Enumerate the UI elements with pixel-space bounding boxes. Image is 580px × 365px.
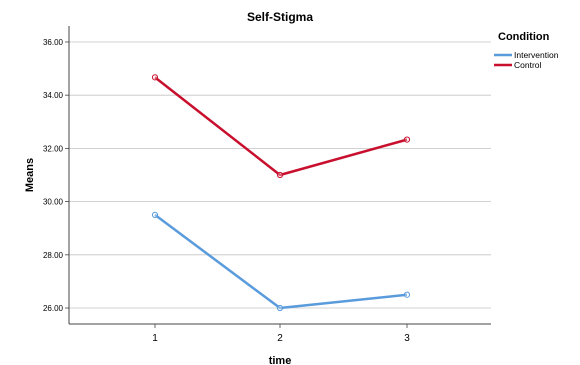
- data-point: [151, 211, 159, 219]
- y-tick-label: 30.00: [43, 198, 64, 207]
- y-tick-label: 28.00: [43, 251, 64, 260]
- x-tick-label: 1: [152, 333, 158, 344]
- y-tick-label: 36.00: [43, 38, 64, 47]
- series-lines: [151, 74, 411, 312]
- data-point: [276, 171, 284, 179]
- x-axis-ticks: 1 2 3: [152, 324, 410, 344]
- series-line-intervention: [154, 213, 408, 310]
- y-tick-label: 26.00: [43, 304, 64, 313]
- data-point: [276, 304, 284, 312]
- y-tick-label: 34.00: [43, 91, 64, 100]
- x-tick-label: 2: [277, 333, 283, 344]
- series-line-control: [154, 76, 408, 177]
- data-point: [403, 291, 411, 298]
- x-tick-label: 3: [404, 333, 410, 344]
- y-axis-ticks: 26.00 28.00 30.00 32.00 34.00 36.00: [43, 38, 69, 313]
- y-tick-label: 32.00: [43, 144, 64, 153]
- legend-title: Condition: [498, 31, 550, 43]
- gridlines: [69, 41, 491, 309]
- data-point: [403, 136, 411, 143]
- y-axis-title: Means: [24, 158, 36, 192]
- chart-title: Self-Stigma: [247, 10, 313, 24]
- data-point: [151, 74, 159, 81]
- x-axis-title: time: [269, 355, 292, 365]
- legend-label: Intervention: [514, 50, 559, 60]
- legend-label: Control: [514, 60, 542, 70]
